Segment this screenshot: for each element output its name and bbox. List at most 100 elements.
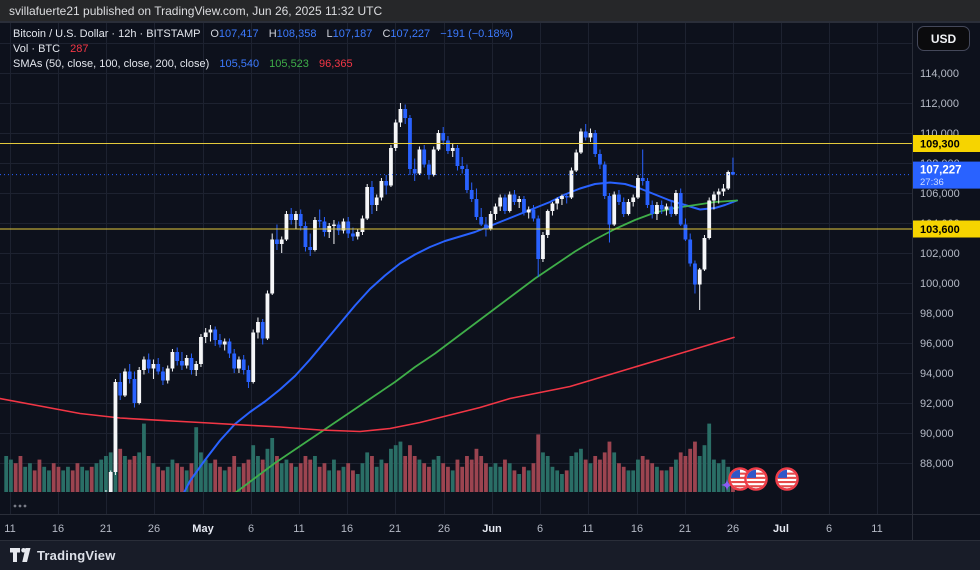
candle-body — [156, 364, 161, 372]
candle-body — [417, 149, 422, 174]
candle-body — [664, 206, 669, 210]
volume-bar — [170, 459, 175, 492]
candle-body — [208, 329, 213, 333]
sma-line — [0, 336, 735, 433]
time-tick-label: 21 — [389, 523, 401, 535]
candle-body — [256, 322, 260, 333]
candle-body — [716, 191, 721, 195]
candle-body — [650, 205, 655, 214]
event-markers[interactable] — [721, 467, 799, 491]
volume-bar — [602, 452, 607, 492]
candle-body — [151, 364, 156, 369]
time-tick-label: 26 — [727, 523, 739, 535]
candle-body — [674, 193, 678, 214]
price-tick-label: 102,000 — [920, 248, 960, 260]
candle-body — [645, 181, 650, 205]
candle-body — [403, 109, 408, 118]
volume-bar — [598, 459, 602, 492]
volume-bar — [260, 459, 265, 492]
candle-body — [588, 133, 593, 138]
candle-body — [393, 122, 398, 148]
symbol-legend-row[interactable]: Bitcoin / U.S. Dollar · 12h · BITSTAMP O… — [13, 27, 513, 41]
volume-bar — [441, 463, 446, 492]
volume-bar — [294, 466, 298, 492]
volume-bar — [123, 456, 127, 492]
volume-bar — [650, 463, 655, 492]
candle-body — [175, 352, 180, 361]
candle-body — [132, 379, 137, 403]
us-flag-event-icon[interactable] — [728, 467, 752, 491]
time-axis[interactable]: 11 16 21 26 May 6 11 16 21 26 Jun 6 11 16 21 26 Jul 6 11 — [4, 523, 882, 535]
volume-bar — [678, 452, 683, 492]
volume-bar — [593, 456, 598, 492]
volume-bar — [336, 470, 341, 492]
more-options-button[interactable] — [13, 504, 27, 508]
ellipsis-dot — [18, 504, 22, 508]
candle-body — [431, 149, 436, 175]
volume-bar — [721, 459, 726, 492]
candle-body — [693, 263, 697, 285]
volume-bar — [146, 456, 151, 492]
candle-body — [617, 194, 621, 202]
volume-bar — [175, 463, 180, 492]
candle-body — [607, 196, 612, 225]
volume-bar — [583, 459, 588, 492]
time-tick-label: 6 — [537, 523, 543, 535]
open-value: 107,417 — [218, 28, 259, 40]
candle-body — [284, 214, 289, 240]
volume-bar — [37, 459, 42, 492]
open-label: O — [210, 28, 219, 40]
candle-body — [113, 382, 118, 472]
volume-bar — [674, 459, 678, 492]
candle-body — [479, 217, 484, 225]
candle-body — [203, 332, 208, 337]
us-flag-event-icon[interactable] — [744, 467, 768, 491]
volume-bar — [317, 466, 322, 492]
volume-bar — [241, 463, 246, 492]
volume-bar — [493, 463, 498, 492]
volume-value: 287 — [70, 43, 89, 55]
price-tick-label: 98,000 — [920, 308, 954, 320]
volume-bar — [213, 459, 218, 492]
candles — [105, 103, 735, 492]
volume-bar — [180, 466, 184, 492]
time-tick-label: 21 — [100, 523, 112, 535]
volume-legend-row[interactable]: Vol · BTC 287 — [13, 42, 513, 56]
attribution-text: svillafuerte21 published on TradingView.… — [9, 4, 383, 18]
plot-area[interactable] — [0, 103, 912, 544]
volume-bar — [726, 466, 731, 492]
candle-body — [446, 140, 450, 151]
us-flag-event-icon[interactable] — [775, 467, 799, 491]
sma-line — [234, 199, 738, 492]
candle-body — [317, 220, 322, 222]
volume-bar — [712, 459, 716, 492]
candle-body — [127, 371, 132, 379]
volume-bar — [427, 466, 431, 492]
time-tick-label: 26 — [438, 523, 450, 535]
bar-countdown: 27:36 — [920, 177, 944, 188]
candle-body — [726, 172, 731, 189]
volume-bar — [256, 456, 260, 492]
volume-bar — [393, 445, 398, 492]
volume-bar — [275, 456, 279, 492]
volume-bar — [564, 470, 569, 492]
symbol-title[interactable]: Bitcoin / U.S. Dollar · 12h · BITSTAMP — [13, 28, 201, 40]
volume-bar — [664, 470, 669, 492]
candle-body — [194, 364, 199, 370]
volume-bar — [645, 459, 650, 492]
time-tick-label: 26 — [148, 523, 160, 535]
candle-body — [332, 224, 336, 226]
volume-bar — [545, 456, 550, 492]
volume-bar — [322, 463, 327, 492]
grid-lines — [0, 22, 912, 514]
currency-toggle-label: USD — [930, 31, 957, 46]
sma-legend-row[interactable]: SMAs (50, close, 100, close, 200, close)… — [13, 57, 513, 71]
volume-bar — [702, 445, 707, 492]
candle-body — [598, 154, 602, 165]
volume-bar — [156, 466, 161, 492]
candle-body — [303, 226, 308, 247]
candle-body — [484, 224, 488, 229]
currency-toggle-button[interactable]: USD — [917, 26, 970, 51]
